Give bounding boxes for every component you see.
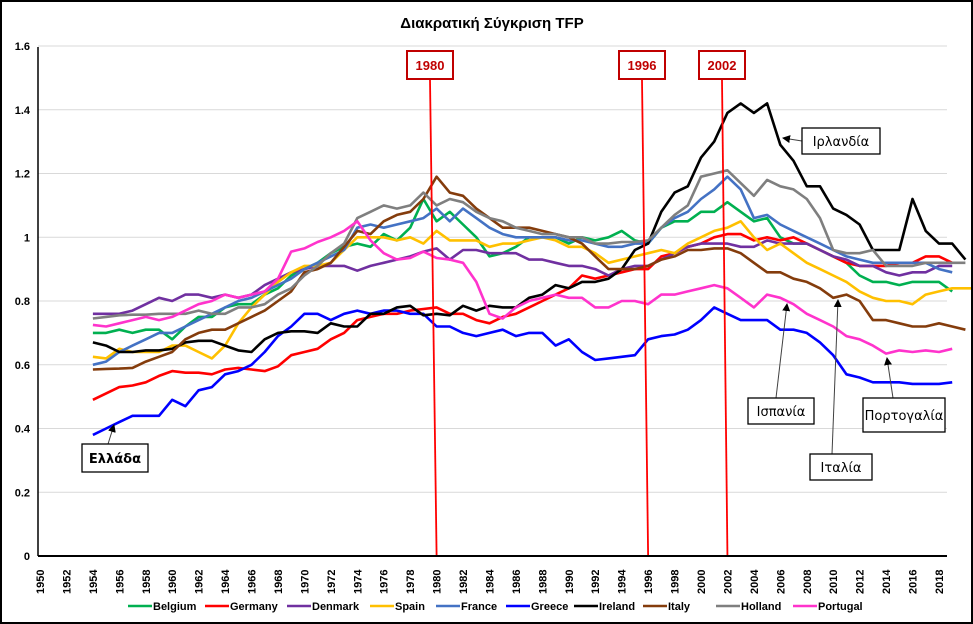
y-tick-label: 1.4 [15,105,31,117]
y-tick-label: 1.2 [15,169,30,181]
x-tick-label: 2000 [696,570,708,594]
annotation-label: Ισπανία [757,405,806,420]
x-tick-label: 1976 [379,570,391,594]
x-tick-label: 1974 [352,569,364,594]
x-tick-label: 2010 [828,570,840,594]
annotation-arrow [831,299,842,455]
x-tick-label: 1964 [220,569,232,594]
y-tick-label: 0.8 [15,296,30,308]
legend-label-portugal: Portugal [818,601,863,613]
annotation-box [809,453,873,481]
y-tick-label: 1.6 [15,41,30,53]
annotation-label: Ελλάδα [89,452,141,467]
x-tick-label: 2016 [908,570,920,594]
marker-line-1980 [429,79,438,557]
series-line-portugal [92,220,953,355]
y-tick-label: 0.2 [15,487,30,499]
marker-label-2002: 2002 [708,58,737,73]
series-line-italy [92,175,966,371]
x-tick-label: 1986 [511,570,523,594]
x-tick-label: 1982 [458,570,470,594]
y-tick-label: 0.6 [15,360,30,372]
annotations: Ιρλανδία Ισπανία Ιταλία Πορτογαλία Ελλάδα [81,127,946,481]
x-tick-label: 2018 [934,570,946,594]
legend-label-denmark: Denmark [312,601,360,613]
marker-box-2002 [698,50,746,80]
x-axis-ticks: 1950 1952 1954 1956 1958 1960 1962 1964 1966 1968… [35,569,946,594]
legend-label-greece: Greece [531,601,568,613]
legend-label-germany: Germany [230,601,279,613]
series-line-germany [92,232,953,401]
annotation-box [747,397,815,425]
annotation-arrow [107,424,116,445]
annotation-label: Πορτογαλία [865,409,944,424]
annotation-box [81,443,149,473]
annotation-label: Ιρλανδία [813,135,870,150]
x-tick-label: 2004 [749,569,761,594]
x-tick-label: 1960 [167,570,179,594]
x-tick-label: 1962 [194,570,206,594]
marker-line-1996 [641,79,650,557]
marker-box-1996 [618,50,666,80]
marker-label-1980: 1980 [416,58,445,73]
marker-line-2002 [721,79,729,557]
annotation-box [862,397,946,433]
y-tick-label: 1 [24,232,30,244]
series-line-belgium [92,197,953,341]
series-lines [92,102,971,437]
x-tick-label: 1984 [484,569,496,594]
x-tick-label: 1978 [405,570,417,594]
series-line-holland [92,169,966,320]
annotation-arrow [775,303,791,399]
x-tick-label: 1994 [617,569,629,594]
x-tick-label: 2014 [881,569,893,594]
legend-label-belgium: Belgium [153,601,197,613]
legend-label-ireland: Ireland [599,601,635,613]
x-tick-label: 2006 [775,570,787,594]
y-tick-label: 0.4 [15,424,31,436]
x-tick-label: 1988 [537,570,549,594]
x-tick-label: 1950 [35,570,47,594]
x-tick-label: 1956 [114,570,126,594]
legend-label-italy: Italy [668,601,691,613]
marker-label-1996: 1996 [628,58,657,73]
x-tick-label: 1992 [590,570,602,594]
x-tick-label: 1952 [61,570,73,594]
vertical-markers: 1980 1996 2002 [406,50,746,557]
legend-label-spain: Spain [395,601,425,613]
x-tick-label: 1954 [88,569,100,594]
x-tick-label: 1966 [247,570,259,594]
x-tick-label: 1970 [299,570,311,594]
annotation-box [801,127,881,155]
annotation-arrow [782,135,803,144]
x-tick-label: 2002 [722,570,734,594]
x-tick-label: 1980 [432,570,444,594]
legend-label-holland: Holland [741,601,781,613]
marker-box-1980 [406,50,454,80]
legend-label-france: France [461,601,497,613]
x-tick-label: 1968 [273,570,285,594]
x-tick-label: 2008 [802,570,814,594]
x-tick-label: 2012 [855,570,867,594]
y-axis-ticks: 0 0.2 0.4 0.6 0.8 1 1.2 1.4 1.6 [15,41,31,563]
x-tick-label: 1990 [564,570,576,594]
series-line-greece [92,306,953,437]
annotation-arrow [884,357,894,399]
series-line-spain [92,220,971,360]
annotation-label: Ιταλία [821,461,862,476]
x-tick-label: 1996 [643,570,655,594]
series-line-france [92,175,953,367]
x-tick-label: 1958 [141,570,153,594]
y-tick-label: 0 [24,551,30,563]
series-line-ireland [92,102,967,354]
x-tick-label: 1998 [670,570,682,594]
gridlines [38,45,947,493]
x-tick-label: 1972 [326,570,338,594]
legend: Belgium Germany Denmark Spain France Greece Ir… [128,601,863,613]
chart-title: Διακρατική Σύγκριση TFP [400,15,583,32]
